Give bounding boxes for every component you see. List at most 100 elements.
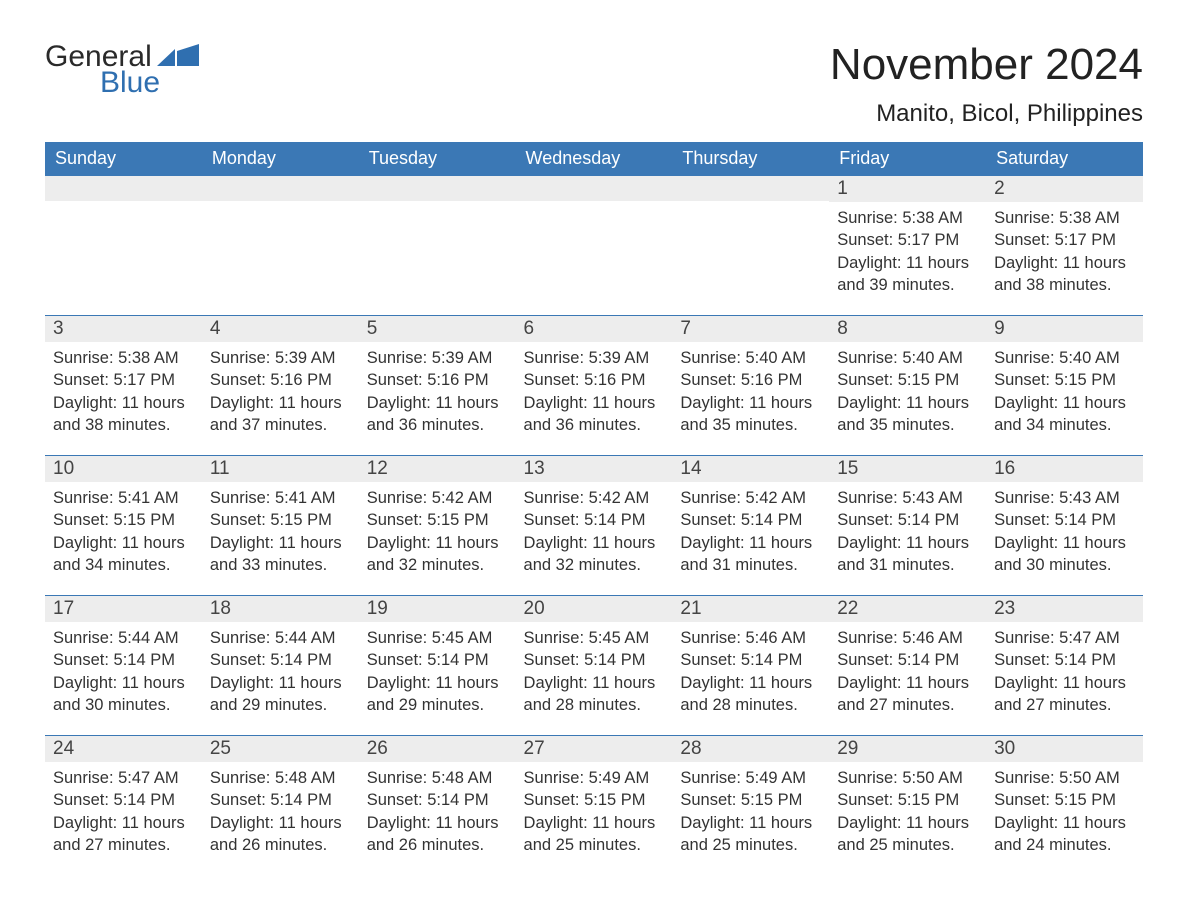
calendar-day-cell: 19Sunrise: 5:45 AMSunset: 5:14 PMDayligh… bbox=[359, 595, 516, 735]
sunrise: Sunrise: 5:39 AM bbox=[367, 347, 508, 369]
calendar-day-cell bbox=[516, 175, 673, 315]
sunset: Sunset: 5:17 PM bbox=[994, 229, 1135, 251]
daylight: Daylight: 11 hours and 37 minutes. bbox=[210, 392, 351, 437]
sunrise: Sunrise: 5:44 AM bbox=[53, 627, 194, 649]
sunset: Sunset: 5:14 PM bbox=[837, 649, 978, 671]
calendar-day-cell: 22Sunrise: 5:46 AMSunset: 5:14 PMDayligh… bbox=[829, 595, 986, 735]
day-details: Sunrise: 5:43 AMSunset: 5:14 PMDaylight:… bbox=[829, 482, 986, 584]
sunset: Sunset: 5:15 PM bbox=[994, 789, 1135, 811]
daylight: Daylight: 11 hours and 39 minutes. bbox=[837, 252, 978, 297]
daylight: Daylight: 11 hours and 35 minutes. bbox=[680, 392, 821, 437]
day-details: Sunrise: 5:39 AMSunset: 5:16 PMDaylight:… bbox=[516, 342, 673, 444]
calendar-day-cell: 21Sunrise: 5:46 AMSunset: 5:14 PMDayligh… bbox=[672, 595, 829, 735]
blank-day bbox=[359, 175, 516, 201]
day-number: 10 bbox=[45, 455, 202, 482]
day-details: Sunrise: 5:50 AMSunset: 5:15 PMDaylight:… bbox=[829, 762, 986, 864]
daylight: Daylight: 11 hours and 34 minutes. bbox=[994, 392, 1135, 437]
sunrise: Sunrise: 5:39 AM bbox=[524, 347, 665, 369]
sunrise: Sunrise: 5:42 AM bbox=[524, 487, 665, 509]
day-number: 15 bbox=[829, 455, 986, 482]
calendar-day-cell: 18Sunrise: 5:44 AMSunset: 5:14 PMDayligh… bbox=[202, 595, 359, 735]
day-number: 9 bbox=[986, 315, 1143, 342]
daylight: Daylight: 11 hours and 36 minutes. bbox=[524, 392, 665, 437]
day-details: Sunrise: 5:41 AMSunset: 5:15 PMDaylight:… bbox=[202, 482, 359, 584]
sunset: Sunset: 5:15 PM bbox=[524, 789, 665, 811]
day-number: 19 bbox=[359, 595, 516, 622]
calendar-day-cell: 12Sunrise: 5:42 AMSunset: 5:15 PMDayligh… bbox=[359, 455, 516, 595]
sunset: Sunset: 5:16 PM bbox=[210, 369, 351, 391]
sunset: Sunset: 5:14 PM bbox=[53, 789, 194, 811]
sunrise: Sunrise: 5:43 AM bbox=[837, 487, 978, 509]
sunset: Sunset: 5:14 PM bbox=[367, 649, 508, 671]
calendar-day-cell: 8Sunrise: 5:40 AMSunset: 5:15 PMDaylight… bbox=[829, 315, 986, 455]
title-block: November 2024 Manito, Bicol, Philippines bbox=[830, 40, 1143, 128]
daylight: Daylight: 11 hours and 25 minutes. bbox=[524, 812, 665, 857]
day-details: Sunrise: 5:50 AMSunset: 5:15 PMDaylight:… bbox=[986, 762, 1143, 864]
calendar-day-cell bbox=[45, 175, 202, 315]
calendar-day-cell: 26Sunrise: 5:48 AMSunset: 5:14 PMDayligh… bbox=[359, 735, 516, 875]
day-number: 26 bbox=[359, 735, 516, 762]
calendar-day-cell: 30Sunrise: 5:50 AMSunset: 5:15 PMDayligh… bbox=[986, 735, 1143, 875]
day-details: Sunrise: 5:40 AMSunset: 5:15 PMDaylight:… bbox=[829, 342, 986, 444]
calendar-table: SundayMondayTuesdayWednesdayThursdayFrid… bbox=[45, 142, 1143, 875]
calendar-day-cell: 25Sunrise: 5:48 AMSunset: 5:14 PMDayligh… bbox=[202, 735, 359, 875]
calendar-day-cell: 23Sunrise: 5:47 AMSunset: 5:14 PMDayligh… bbox=[986, 595, 1143, 735]
day-details: Sunrise: 5:45 AMSunset: 5:14 PMDaylight:… bbox=[359, 622, 516, 724]
calendar-day-cell: 2Sunrise: 5:38 AMSunset: 5:17 PMDaylight… bbox=[986, 175, 1143, 315]
sunrise: Sunrise: 5:38 AM bbox=[837, 207, 978, 229]
blank-day bbox=[45, 175, 202, 201]
day-details: Sunrise: 5:38 AMSunset: 5:17 PMDaylight:… bbox=[829, 202, 986, 304]
day-details: Sunrise: 5:42 AMSunset: 5:14 PMDaylight:… bbox=[672, 482, 829, 584]
calendar-day-cell: 16Sunrise: 5:43 AMSunset: 5:14 PMDayligh… bbox=[986, 455, 1143, 595]
day-details: Sunrise: 5:42 AMSunset: 5:15 PMDaylight:… bbox=[359, 482, 516, 584]
calendar-day-cell: 6Sunrise: 5:39 AMSunset: 5:16 PMDaylight… bbox=[516, 315, 673, 455]
day-number: 22 bbox=[829, 595, 986, 622]
day-number: 29 bbox=[829, 735, 986, 762]
sunrise: Sunrise: 5:48 AM bbox=[210, 767, 351, 789]
day-number: 27 bbox=[516, 735, 673, 762]
sunset: Sunset: 5:14 PM bbox=[837, 509, 978, 531]
day-details: Sunrise: 5:42 AMSunset: 5:14 PMDaylight:… bbox=[516, 482, 673, 584]
day-details: Sunrise: 5:38 AMSunset: 5:17 PMDaylight:… bbox=[986, 202, 1143, 304]
blank-day bbox=[672, 175, 829, 201]
calendar-day-cell: 1Sunrise: 5:38 AMSunset: 5:17 PMDaylight… bbox=[829, 175, 986, 315]
day-number: 7 bbox=[672, 315, 829, 342]
sunrise: Sunrise: 5:50 AM bbox=[994, 767, 1135, 789]
day-number: 3 bbox=[45, 315, 202, 342]
sunset: Sunset: 5:15 PM bbox=[680, 789, 821, 811]
day-number: 8 bbox=[829, 315, 986, 342]
day-number: 12 bbox=[359, 455, 516, 482]
sunrise: Sunrise: 5:46 AM bbox=[680, 627, 821, 649]
sunrise: Sunrise: 5:44 AM bbox=[210, 627, 351, 649]
day-number: 4 bbox=[202, 315, 359, 342]
sunrise: Sunrise: 5:38 AM bbox=[994, 207, 1135, 229]
daylight: Daylight: 11 hours and 32 minutes. bbox=[367, 532, 508, 577]
calendar-day-cell: 28Sunrise: 5:49 AMSunset: 5:15 PMDayligh… bbox=[672, 735, 829, 875]
sunset: Sunset: 5:17 PM bbox=[53, 369, 194, 391]
day-details: Sunrise: 5:39 AMSunset: 5:16 PMDaylight:… bbox=[359, 342, 516, 444]
calendar-day-cell: 17Sunrise: 5:44 AMSunset: 5:14 PMDayligh… bbox=[45, 595, 202, 735]
day-number: 13 bbox=[516, 455, 673, 482]
daylight: Daylight: 11 hours and 24 minutes. bbox=[994, 812, 1135, 857]
day-header: Sunday bbox=[45, 142, 202, 175]
month-title: November 2024 bbox=[830, 40, 1143, 90]
sunset: Sunset: 5:15 PM bbox=[994, 369, 1135, 391]
daylight: Daylight: 11 hours and 29 minutes. bbox=[210, 672, 351, 717]
day-header: Tuesday bbox=[359, 142, 516, 175]
calendar-week: 24Sunrise: 5:47 AMSunset: 5:14 PMDayligh… bbox=[45, 735, 1143, 875]
day-number: 18 bbox=[202, 595, 359, 622]
day-header: Friday bbox=[829, 142, 986, 175]
sunrise: Sunrise: 5:50 AM bbox=[837, 767, 978, 789]
daylight: Daylight: 11 hours and 32 minutes. bbox=[524, 532, 665, 577]
sunset: Sunset: 5:15 PM bbox=[837, 369, 978, 391]
day-details: Sunrise: 5:40 AMSunset: 5:16 PMDaylight:… bbox=[672, 342, 829, 444]
sunset: Sunset: 5:14 PM bbox=[524, 509, 665, 531]
blank-day bbox=[516, 175, 673, 201]
header: General Blue November 2024 Manito, Bicol… bbox=[45, 40, 1143, 128]
sunrise: Sunrise: 5:41 AM bbox=[53, 487, 194, 509]
day-number: 25 bbox=[202, 735, 359, 762]
day-details: Sunrise: 5:48 AMSunset: 5:14 PMDaylight:… bbox=[359, 762, 516, 864]
sunrise: Sunrise: 5:46 AM bbox=[837, 627, 978, 649]
day-header: Saturday bbox=[986, 142, 1143, 175]
day-number: 6 bbox=[516, 315, 673, 342]
